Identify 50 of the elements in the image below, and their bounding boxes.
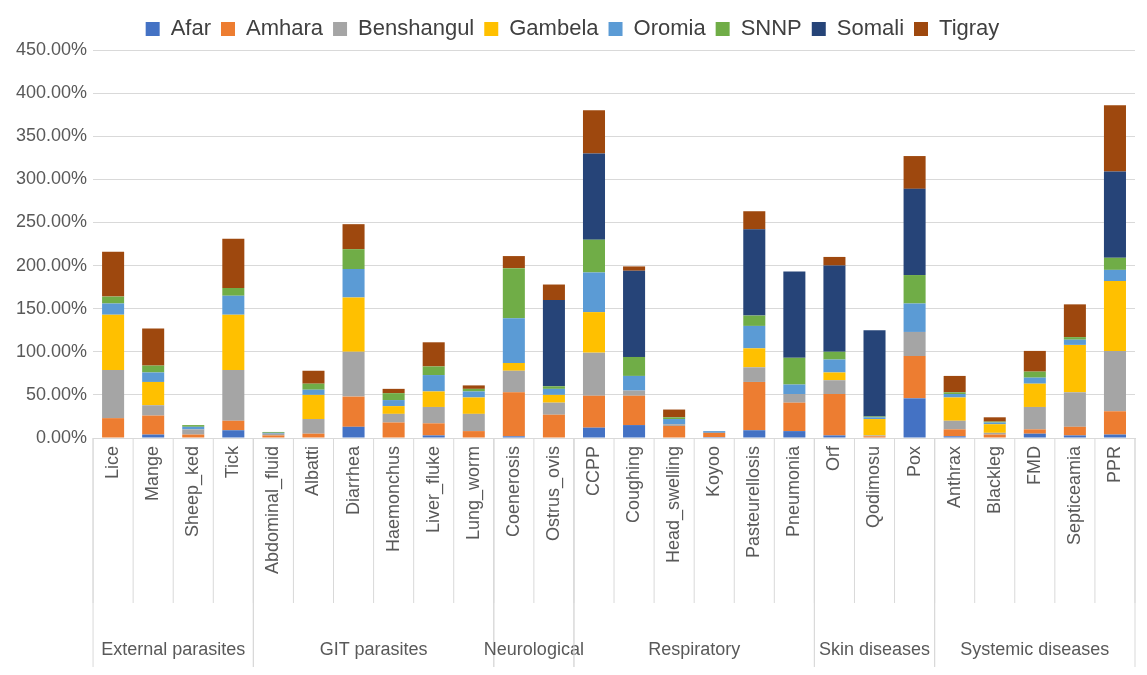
x-tick-label: Blackleg: [983, 446, 1004, 515]
x-tick-label: Sheep_ked: [182, 446, 204, 538]
y-tick-label: 350.00%: [16, 125, 88, 146]
legend-label: Gambela: [509, 15, 600, 41]
x-tick-label: Abdominal_fluid: [262, 446, 284, 575]
x-tick-label: Anthrax: [943, 446, 964, 509]
x-tick-label: Koyoo: [703, 446, 724, 498]
text: Neurological: [483, 638, 584, 659]
x-tick-label: Coughing: [623, 446, 644, 524]
y-tick-label: 100.00%: [16, 340, 88, 361]
x-tick-label: Lung_worm: [462, 446, 484, 541]
text: External parasites: [101, 638, 246, 659]
x-tick-label: CCPP: [582, 446, 603, 497]
x-tick-label: Tick: [222, 445, 243, 479]
text: GIT parasites: [319, 638, 428, 659]
legend-label: SNNP: [740, 15, 802, 41]
x-tick-label: Liver_fluke: [422, 446, 444, 534]
x-tick-label: Pox: [903, 446, 924, 478]
text: Skin diseases: [818, 638, 931, 659]
legend-label: Benshangul: [358, 15, 475, 41]
x-tick-label: Mange: [142, 446, 163, 502]
y-tick-label: 450.00%: [16, 38, 88, 59]
text: Systemic diseases: [960, 638, 1110, 659]
x-tick-label: FMD: [1023, 446, 1044, 485]
y-tick-label: 200.00%: [16, 254, 88, 275]
y-tick-label: 300.00%: [16, 168, 88, 189]
legend-label: Tigray: [939, 15, 1000, 41]
x-tick-label: Coenerosis: [502, 446, 523, 538]
y-tick-label: 0.00%: [36, 426, 88, 447]
x-tick-label: PPR: [1103, 446, 1124, 484]
legend-label: Oromia: [633, 15, 707, 41]
text: Respiratory: [648, 638, 741, 659]
legend-label: Somali: [836, 15, 905, 41]
legend-label: Afar: [170, 15, 212, 41]
x-tick-label: Qodimosu: [863, 446, 884, 529]
x-tick-label: Pneumonia: [783, 445, 804, 538]
y-tick-label: 250.00%: [16, 211, 88, 232]
x-tick-label: Orf: [823, 445, 844, 471]
x-tick-label: Diarrhea: [342, 445, 363, 516]
y-tick-label: 50.00%: [26, 383, 88, 404]
y-tick-label: 150.00%: [16, 297, 88, 318]
x-tick-label: Lice: [102, 446, 123, 480]
x-tick-label: Albatti: [302, 446, 323, 497]
x-tick-label: Septiceamia: [1063, 445, 1084, 546]
legend-label: Amhara: [246, 15, 324, 41]
x-tick-label: Head_swelling: [663, 446, 685, 564]
x-tick-label: Ostrus_ovis: [542, 446, 564, 542]
y-tick-label: 400.00%: [16, 82, 88, 103]
x-tick-label: Pasteurellosis: [743, 446, 764, 559]
x-tick-label: Haemonchus: [382, 446, 403, 553]
